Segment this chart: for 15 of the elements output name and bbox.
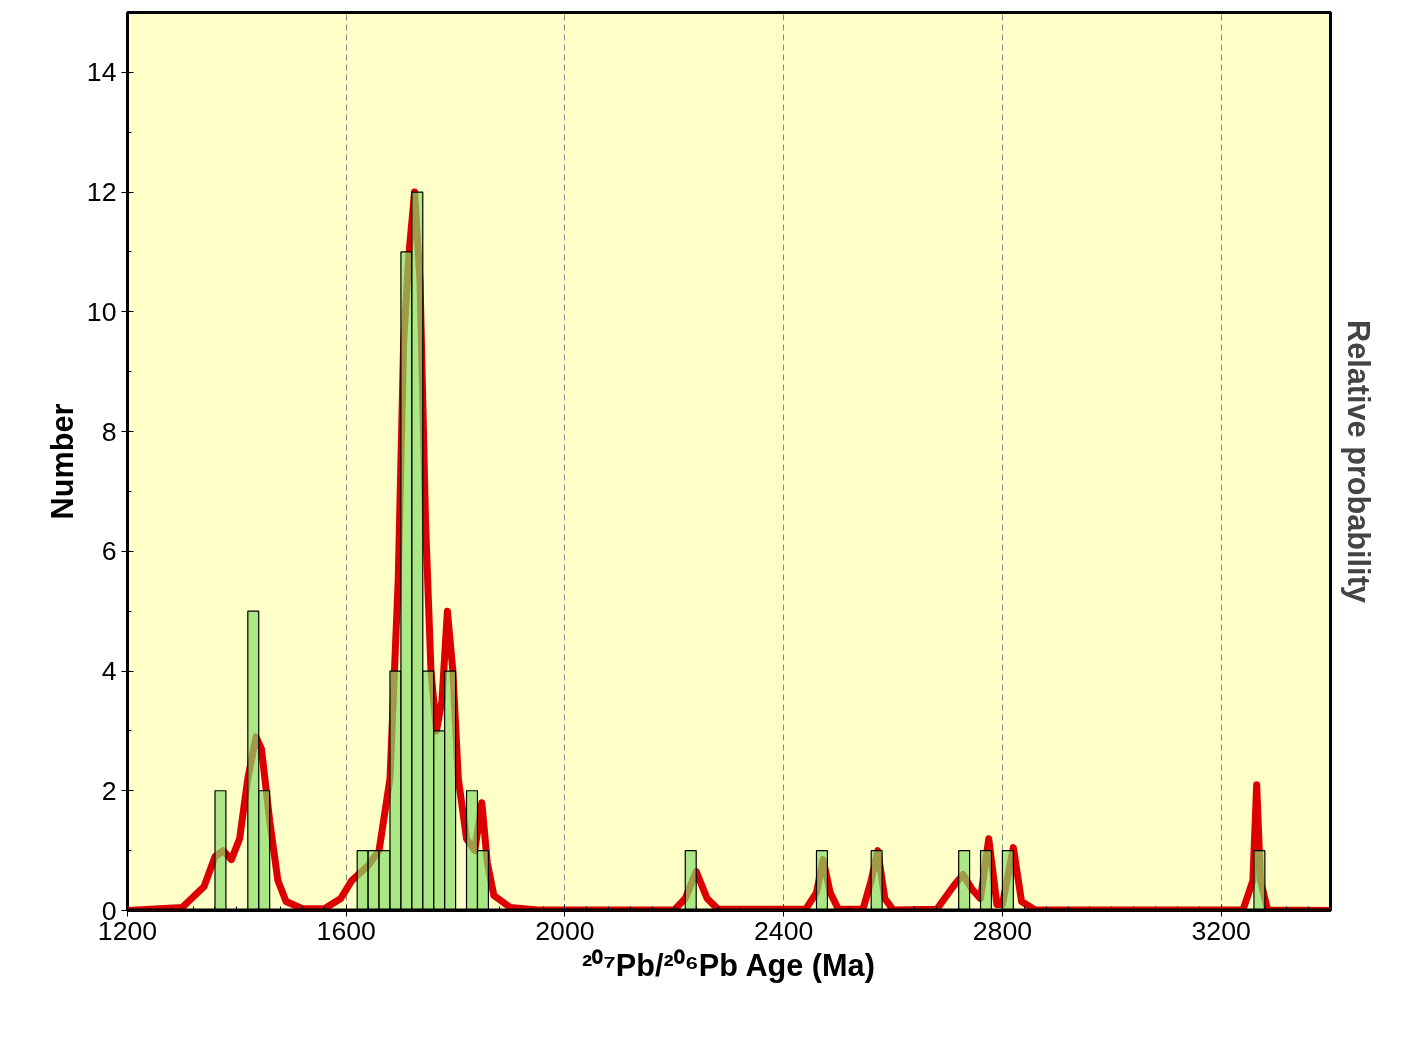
x-tick-label: 2400 xyxy=(754,915,814,946)
y-tick-label: 4 xyxy=(101,656,117,687)
y-tick-label: 14 xyxy=(86,57,117,88)
y-tick-label: 8 xyxy=(101,416,117,447)
y-axis-title: Number xyxy=(44,403,79,520)
x-tick-label: 1600 xyxy=(316,915,376,946)
y2-axis-title: Relative probability xyxy=(1340,320,1376,603)
y-tick-label: 2 xyxy=(101,775,117,806)
y-tick-label: 10 xyxy=(86,296,117,327)
y-tick-label: 12 xyxy=(86,177,117,208)
y-tick-label: 6 xyxy=(101,536,117,567)
x-tick-label: 2000 xyxy=(535,915,595,946)
x-axis-title: ²⁰⁷Pb/²⁰⁶Pb Age (Ma) xyxy=(582,947,875,983)
x-tick-label: 3200 xyxy=(1191,915,1251,946)
x-tick-label: 2800 xyxy=(972,915,1033,946)
